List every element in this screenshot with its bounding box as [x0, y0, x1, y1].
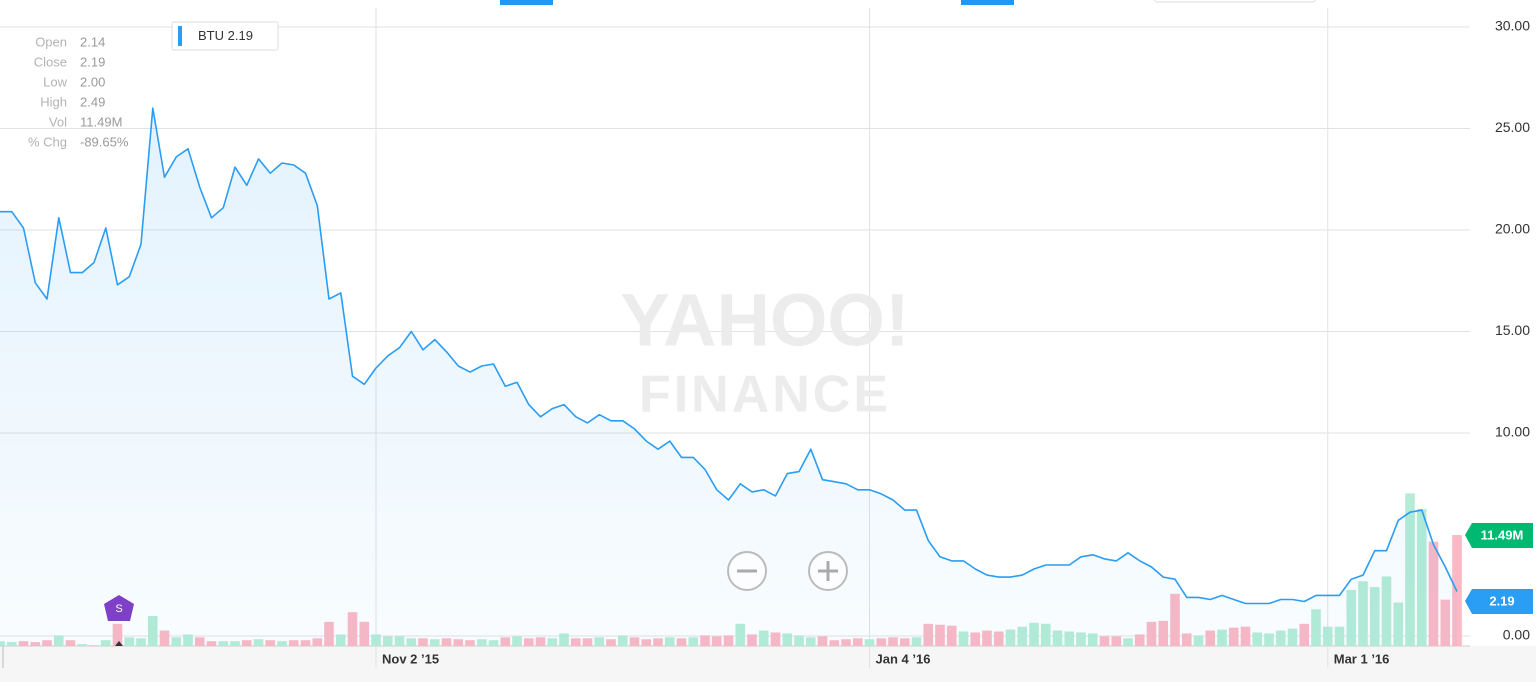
event-label[interactable]: S: [115, 603, 122, 615]
info-value: 2.49: [80, 94, 105, 109]
price-tag: [1465, 589, 1533, 614]
watermark: YAHOO! FINANCE: [620, 279, 909, 424]
price-series: [0, 107, 1458, 646]
legend-name: BTU: [198, 28, 224, 43]
price-tag-label: 2.19: [1489, 593, 1514, 608]
y-tick-label: 10.00: [1495, 424, 1530, 440]
info-label: Low: [43, 74, 67, 89]
watermark-text: YAHOO!: [620, 279, 909, 362]
legend-box: [171, 21, 279, 51]
y-tick-label: 30.00: [1495, 18, 1530, 34]
info-value: 2.14: [80, 34, 105, 49]
zoom-in[interactable]: [808, 551, 848, 591]
legend-value: 2.19: [228, 28, 253, 43]
info-label: High: [40, 94, 67, 109]
event-pointer: [115, 641, 123, 646]
tab-indicator[interactable]: [961, 0, 1014, 5]
price-area: [0, 108, 1457, 646]
zoom-out[interactable]: [727, 551, 767, 591]
y-tick-label: 0.00: [1503, 627, 1530, 643]
top-control[interactable]: [1154, 0, 1316, 3]
y-tick-label: 15.00: [1495, 322, 1530, 338]
y-tick-label: 25.00: [1495, 119, 1530, 135]
info-panel: Open 2.14 Close 2.19 Low 2.00 High 2.49 Vol 11.49…: [28, 34, 129, 149]
info-value: 2.00: [80, 74, 105, 89]
info-label: Open: [35, 34, 67, 49]
x-axis-strip: [0, 646, 1536, 682]
y-tick-label: 20.00: [1495, 221, 1530, 237]
volume-tag-label: 11.49M: [1481, 527, 1524, 542]
info-label: Close: [34, 54, 67, 69]
price-line: [0, 107, 1458, 605]
x-tick-label: Nov 2 ’15: [382, 651, 439, 666]
info-label: Vol: [49, 114, 67, 129]
event-marker[interactable]: [104, 595, 134, 621]
legend-entry: BTU 2.19: [198, 28, 253, 43]
watermark-text: FINANCE: [639, 366, 891, 424]
volume-tag: [1465, 523, 1533, 548]
x-tick-label: Jan 4 ’16: [876, 651, 931, 666]
info-label: % Chg: [28, 134, 67, 149]
legend-swatch: [178, 26, 182, 46]
tab-indicator[interactable]: [500, 0, 553, 5]
info-value: -89.65%: [80, 134, 129, 149]
info-value: 11.49M: [80, 114, 122, 129]
x-tick-label: Mar 1 ’16: [1334, 651, 1390, 666]
info-value: 2.19: [80, 54, 105, 69]
